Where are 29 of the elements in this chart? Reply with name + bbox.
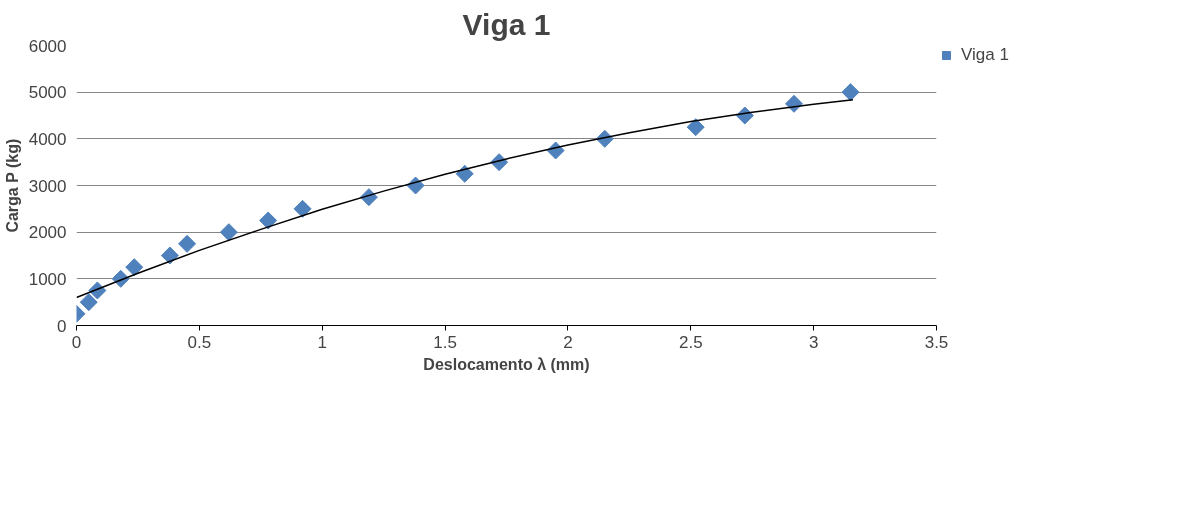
y-axis-title: Carga P (kg) (3, 138, 21, 233)
x-axis-title: Deslocamento λ (mm) (423, 355, 590, 373)
point (178, 234, 197, 253)
y-tick-label: 2000 (28, 223, 67, 243)
x-tick-label: 0 (71, 332, 82, 352)
x-tick-label: 1 (317, 332, 327, 352)
point (125, 258, 144, 277)
x-tick-label: 2 (563, 332, 573, 352)
y-tick-label: 1000 (28, 269, 67, 289)
x-tick-label: 3.5 (924, 332, 949, 352)
y-tick-label: 3000 (28, 176, 67, 196)
y-tick-label: 5000 (28, 83, 67, 103)
y-tick-label: 0 (57, 316, 67, 336)
point (79, 293, 98, 312)
point (455, 164, 474, 183)
x-tick-label: 3 (808, 332, 819, 352)
chart-title: Viga 1 (462, 7, 551, 41)
y-tick-label: 6000 (28, 36, 67, 56)
point (219, 223, 238, 242)
legend-label: Viga 1 (961, 45, 1009, 65)
point (841, 83, 860, 102)
x-tick-label: 2.5 (678, 332, 703, 352)
point (259, 211, 278, 230)
point (686, 118, 705, 137)
x-tick-label: 1.5 (433, 332, 457, 352)
y-tick-label: 4000 (28, 129, 67, 149)
x-tick-label: 0.5 (187, 332, 212, 352)
point (160, 246, 179, 265)
point (293, 199, 312, 218)
